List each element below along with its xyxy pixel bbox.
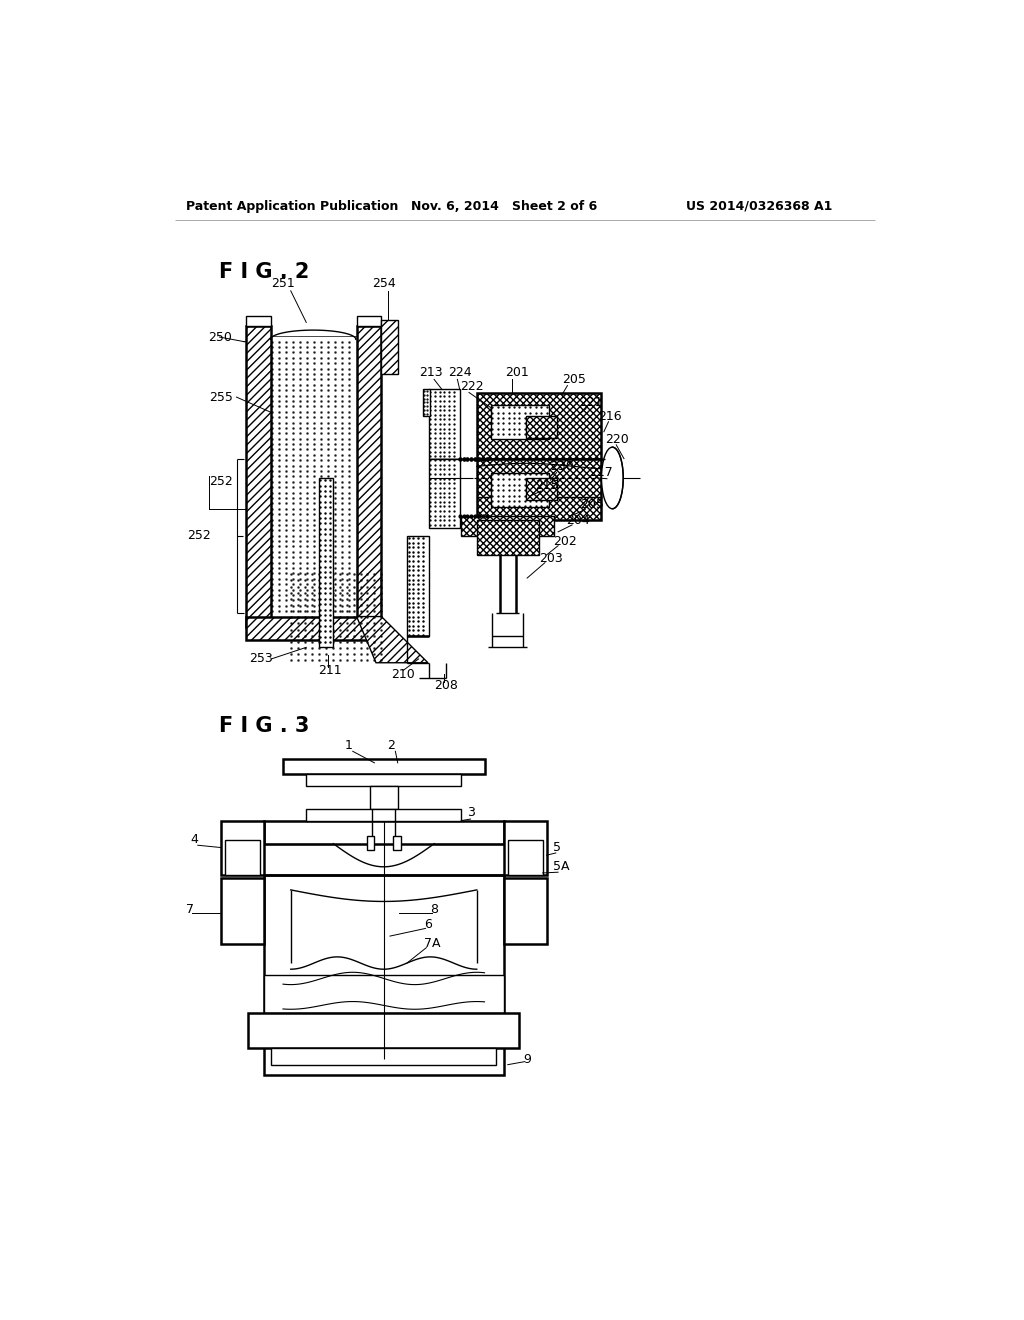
Text: 5: 5	[553, 841, 561, 854]
Text: US 2014/0326368 A1: US 2014/0326368 A1	[686, 199, 833, 213]
Bar	[490, 473, 549, 507]
Bar	[263, 974, 504, 1014]
Bar	[306, 809, 461, 821]
Bar	[370, 785, 397, 809]
Bar	[248, 1014, 519, 1048]
Bar	[461, 516, 554, 536]
Bar	[246, 616, 381, 640]
Text: 9: 9	[523, 1053, 531, 1065]
Text: 204: 204	[566, 513, 590, 527]
Bar	[525, 416, 557, 438]
Bar	[263, 821, 504, 843]
Text: F I G . 3: F I G . 3	[219, 715, 310, 735]
Text: 8: 8	[430, 903, 438, 916]
Text: 1: 1	[345, 739, 353, 751]
Text: 210: 210	[391, 668, 416, 681]
Bar	[221, 878, 263, 944]
Text: 254: 254	[372, 277, 395, 290]
Bar	[356, 326, 381, 627]
Text: 4: 4	[190, 833, 198, 846]
Bar	[508, 840, 543, 874]
Text: 213: 213	[419, 366, 442, 379]
Polygon shape	[356, 616, 428, 663]
Bar	[263, 874, 504, 1074]
Bar	[381, 321, 398, 374]
Bar	[525, 478, 557, 499]
Text: 5A: 5A	[553, 861, 569, 874]
Bar	[318, 478, 333, 647]
Text: F I G . 2: F I G . 2	[219, 263, 310, 282]
Bar	[246, 326, 270, 627]
Text: 205: 205	[562, 372, 586, 385]
Text: 202: 202	[553, 536, 577, 548]
Text: 253: 253	[249, 652, 272, 665]
Bar	[477, 459, 601, 520]
Text: 203: 203	[539, 552, 562, 565]
Text: 211: 211	[317, 664, 341, 677]
Bar	[477, 520, 539, 554]
Bar	[356, 317, 381, 326]
Text: Nov. 6, 2014   Sheet 2 of 6: Nov. 6, 2014 Sheet 2 of 6	[411, 199, 597, 213]
Text: 3: 3	[467, 807, 475, 820]
Bar	[306, 775, 461, 785]
Text: 2: 2	[387, 739, 395, 751]
Text: 255: 255	[209, 391, 233, 404]
Text: 6: 6	[424, 917, 432, 931]
Bar	[490, 405, 549, 440]
Bar	[423, 389, 430, 416]
Text: 230: 230	[550, 459, 574, 473]
Bar	[270, 335, 356, 616]
Bar	[393, 836, 400, 850]
Bar	[246, 317, 270, 326]
Text: 7: 7	[186, 903, 195, 916]
Text: 250: 250	[208, 330, 231, 343]
Text: 201: 201	[506, 366, 529, 379]
Text: Patent Application Publication: Patent Application Publication	[186, 199, 398, 213]
Text: 220: 220	[604, 433, 629, 446]
Text: 205: 205	[580, 499, 604, 511]
Bar	[525, 416, 557, 438]
Bar	[225, 840, 260, 874]
Bar	[477, 393, 601, 459]
Text: 252: 252	[209, 475, 233, 488]
Text: 222: 222	[460, 380, 483, 393]
Bar	[429, 389, 460, 459]
Bar	[477, 393, 601, 459]
Bar	[525, 478, 557, 499]
Bar	[477, 520, 539, 554]
Bar	[407, 536, 429, 636]
Bar	[367, 836, 375, 850]
Text: 7A: 7A	[424, 937, 440, 950]
Text: 224: 224	[449, 366, 472, 379]
Bar	[504, 878, 547, 944]
Bar	[429, 459, 460, 528]
Text: 252: 252	[187, 529, 211, 543]
Text: 216: 216	[598, 409, 622, 422]
Bar	[271, 1048, 496, 1065]
Text: 221: 221	[579, 396, 603, 409]
Bar	[221, 821, 263, 874]
Bar	[283, 759, 484, 775]
Bar	[461, 516, 554, 536]
Bar	[504, 821, 547, 874]
Text: 215: 215	[535, 479, 559, 492]
Ellipse shape	[601, 447, 624, 508]
Text: 251: 251	[271, 277, 295, 290]
Text: 208: 208	[434, 680, 458, 693]
Bar	[477, 459, 601, 520]
Text: 217: 217	[589, 466, 613, 479]
